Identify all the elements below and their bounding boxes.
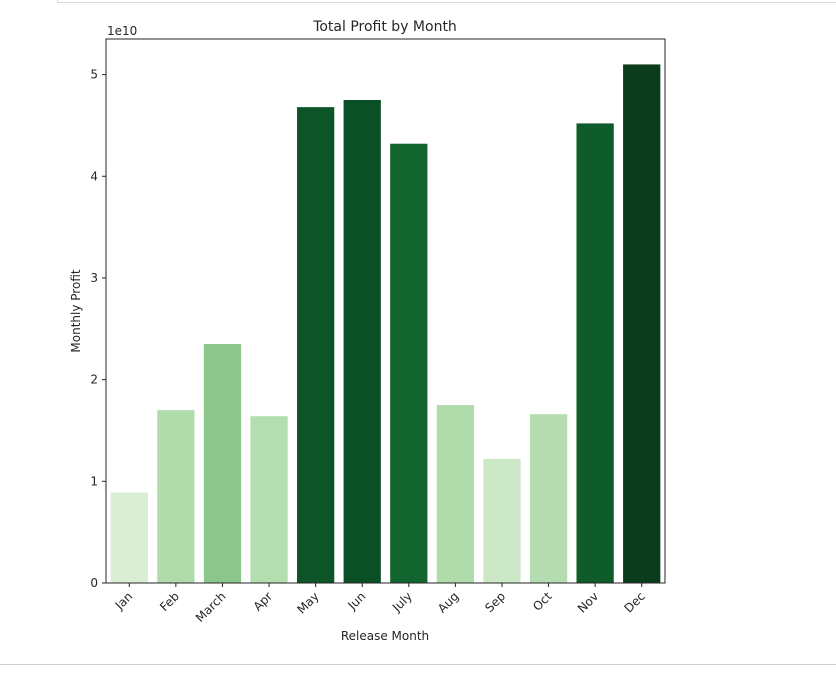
bar-may (296, 107, 335, 583)
x-tick-label: July (389, 589, 415, 615)
y-axis-label: Monthly Profit (69, 269, 83, 352)
bar-dec (623, 64, 661, 584)
x-axis-label: Release Month (341, 629, 429, 643)
x-tick-label: Sep (482, 589, 508, 615)
x-tick-label: Nov (575, 589, 601, 615)
bar-jan (110, 492, 148, 583)
y-tick-label: 4 (90, 169, 98, 183)
bar-oct (529, 414, 568, 583)
bar-feb (157, 410, 195, 583)
x-tick-label: May (294, 589, 321, 616)
y-tick-label: 5 (90, 68, 98, 82)
output-cell-bottom-rule (0, 664, 836, 665)
x-tick-label: Apr (251, 589, 276, 614)
x-tick-label: Aug (435, 589, 461, 615)
y-tick-label: 2 (90, 373, 98, 387)
bar-march (203, 344, 242, 583)
x-tick-label: Oct (530, 589, 555, 614)
x-tick-label: Dec (622, 589, 648, 615)
x-tick-label: Jun (344, 589, 368, 613)
chart-title: Total Profit by Month (312, 19, 457, 35)
x-tick-label: Feb (157, 589, 182, 614)
y-tick-label: 1 (90, 474, 98, 488)
x-tick-label: Jan (112, 589, 136, 613)
bar-july (390, 143, 428, 584)
bar-jun (343, 100, 381, 583)
bar-apr (250, 416, 288, 583)
y-tick-label: 3 (90, 271, 98, 285)
bars-layer (110, 64, 661, 584)
y-offset-label: 1e10 (107, 24, 137, 38)
bar-nov (576, 123, 614, 584)
x-tick-label: March (193, 589, 229, 625)
bar-aug (436, 405, 475, 583)
plot-frame (105, 38, 666, 584)
y-tick-label: 0 (90, 576, 98, 590)
bar-sep (483, 458, 521, 583)
output-cell-top-border (57, 0, 836, 3)
